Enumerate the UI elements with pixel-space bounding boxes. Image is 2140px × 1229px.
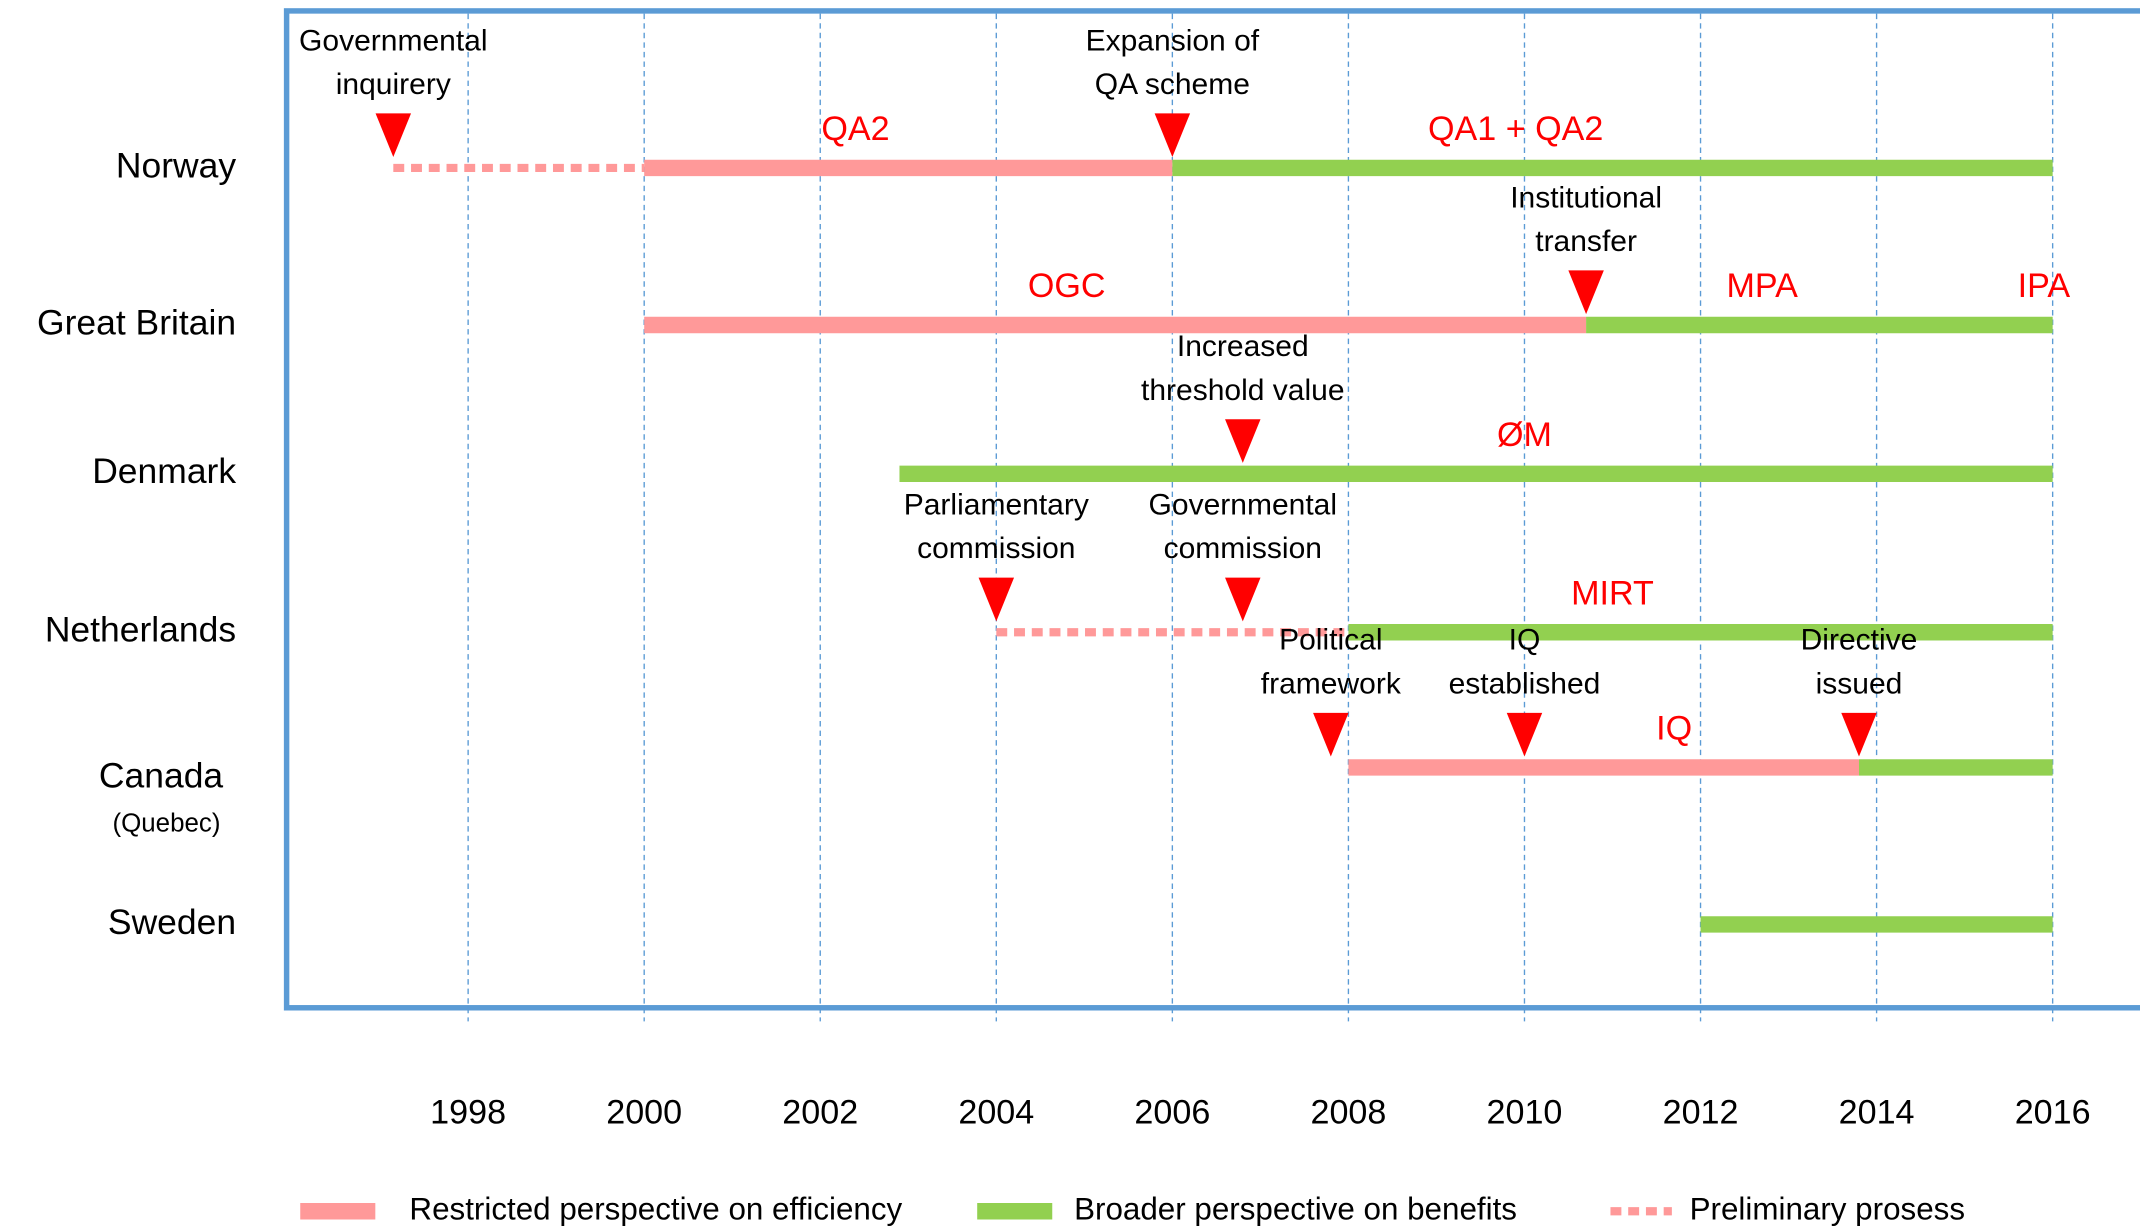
event-label: Parliamentary — [904, 489, 1089, 522]
event-marker — [978, 577, 1015, 622]
event-label: Institutional — [1510, 181, 1662, 214]
event-label: threshold value — [1141, 374, 1345, 407]
event-label: framework — [1261, 667, 1402, 700]
event-label: Governmental — [1149, 489, 1337, 522]
event-marker — [1154, 113, 1191, 158]
event-label: QA scheme — [1095, 68, 1250, 101]
event-marker — [1506, 712, 1543, 757]
event-label: IQ — [1509, 624, 1541, 657]
x-tick-label: 2014 — [1839, 1093, 1915, 1131]
event-label: established — [1449, 667, 1601, 700]
x-tick-label: 2010 — [1487, 1093, 1563, 1131]
row-label: Canada — [99, 756, 224, 796]
event-marker — [1225, 577, 1261, 622]
event-marker — [1225, 419, 1261, 463]
x-tick-label: 2008 — [1310, 1093, 1386, 1131]
phase-label: MIRT — [1571, 574, 1654, 612]
event-label: Increased — [1177, 330, 1309, 363]
x-tick-label: 2006 — [1134, 1093, 1210, 1131]
event-label: Expansion of — [1086, 24, 1260, 57]
phase-label: IQ — [1656, 710, 1692, 748]
phase-label: QA2 — [821, 110, 889, 148]
event-label: Governmental — [299, 24, 487, 57]
legend-label: Broader perspective on benefits — [1074, 1192, 1517, 1227]
x-tick-label: 2004 — [958, 1093, 1034, 1131]
phase-label: MPA — [1726, 267, 1798, 305]
phase-label: ØM — [1497, 416, 1552, 454]
event-label: issued — [1816, 667, 1903, 700]
event-label: commission — [1164, 532, 1322, 565]
event-marker — [1568, 270, 1604, 315]
row-label: Great Britain — [37, 302, 236, 342]
event-marker — [1841, 712, 1877, 757]
legend-label: Preliminary prosess — [1690, 1192, 1965, 1227]
legend-label: Restricted perspective on efficiency — [409, 1192, 902, 1227]
phase-label: OGC — [1028, 267, 1106, 305]
plot-frame — [283, 8, 2140, 1011]
row-label: Denmark — [92, 451, 236, 491]
phase-label: IPA — [2018, 267, 2071, 305]
event-marker — [1313, 712, 1349, 757]
event-marker — [375, 113, 412, 158]
x-tick-label: 2002 — [782, 1093, 858, 1131]
phase-label: QA1 + QA2 — [1428, 110, 1603, 148]
event-label: Political — [1279, 624, 1382, 657]
x-tick-label: 2016 — [2015, 1093, 2091, 1131]
row-label: Netherlands — [45, 610, 236, 650]
row-sublabel: (Quebec) — [112, 810, 220, 838]
event-label: commission — [917, 532, 1075, 565]
x-tick-label: 2000 — [606, 1093, 682, 1131]
row-label: Sweden — [108, 902, 236, 942]
event-label: transfer — [1535, 225, 1637, 258]
event-label: Directive — [1801, 624, 1918, 657]
row-label: Norway — [116, 145, 237, 185]
x-tick-label: 2012 — [1663, 1093, 1739, 1131]
x-tick-label: 1998 — [430, 1093, 506, 1131]
event-label: inquirery — [336, 68, 451, 101]
